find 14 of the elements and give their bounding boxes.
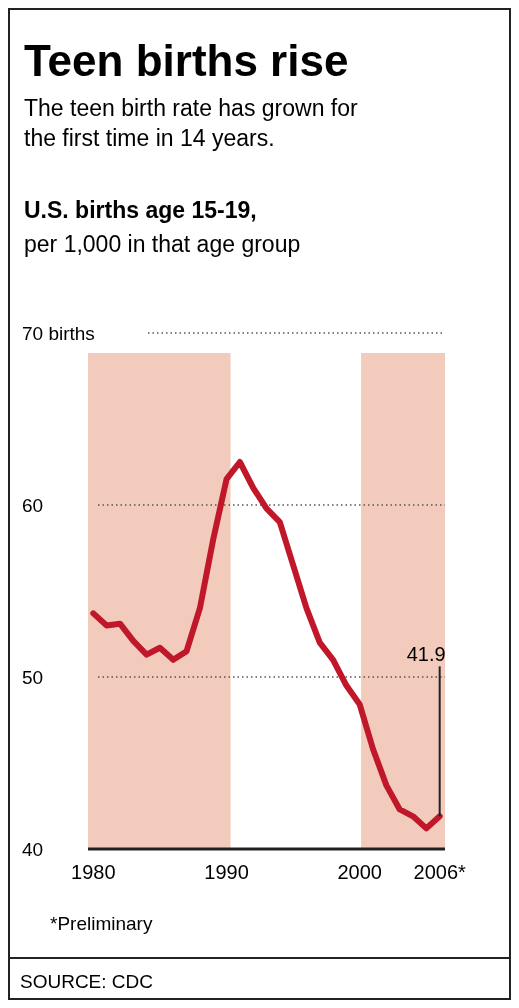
x-tick-label: 1980 xyxy=(71,861,116,883)
y-tick-label: 60 xyxy=(22,495,44,516)
x-tick-label: 2000 xyxy=(337,861,382,883)
x-tick-label: 1990 xyxy=(204,861,249,883)
y-tick-label: 70 births xyxy=(22,323,95,344)
chart-title: Teen births rise xyxy=(24,36,349,85)
chart-subtitle: The teen birth rate has grown for the first time in 14 years. xyxy=(24,95,359,151)
annotation: 41.9 xyxy=(406,643,446,666)
text: *Preliminary xyxy=(50,913,153,934)
source-note: SOURCE: CDC xyxy=(20,971,154,992)
y-tick-label: 50 xyxy=(22,667,44,688)
y-tick-label: 40 xyxy=(22,839,44,860)
x-tick-label: 2006* xyxy=(413,861,467,883)
y-axis-title: U.S. births age 15-19, per 1,000 in that age group xyxy=(24,197,301,257)
